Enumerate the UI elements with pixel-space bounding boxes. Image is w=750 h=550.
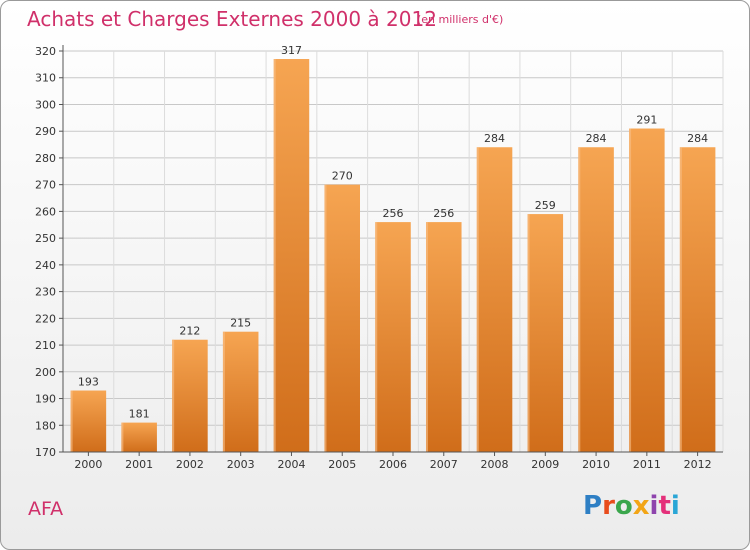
bar-2011 — [629, 128, 665, 452]
y-tick-label: 260 — [35, 205, 56, 218]
bar-value-label: 212 — [179, 325, 200, 338]
logo-letter: P — [583, 491, 603, 521]
y-tick-label: 270 — [35, 179, 56, 192]
bar-value-label: 256 — [383, 207, 404, 220]
bar-highlight — [70, 390, 73, 452]
bar-highlight — [375, 222, 378, 452]
y-tick-label: 170 — [35, 446, 56, 459]
x-tick-label: 2000 — [74, 458, 102, 471]
commune-name: AFA — [28, 498, 64, 520]
y-tick-label: 200 — [35, 366, 56, 379]
logo-letter: x — [632, 491, 650, 521]
x-tick-label: 2009 — [531, 458, 559, 471]
y-tick-label: 250 — [35, 232, 56, 245]
y-tick-label: 320 — [35, 45, 56, 58]
bar-highlight — [222, 331, 225, 452]
bar-2005 — [324, 184, 360, 452]
logo-letter: i — [649, 491, 659, 521]
y-tick-label: 180 — [35, 419, 56, 432]
bar-2010 — [578, 147, 614, 453]
y-tick-label: 300 — [35, 98, 56, 111]
x-tick-label: 2010 — [582, 458, 610, 471]
bar-value-label: 291 — [636, 114, 657, 127]
bar-2006 — [375, 222, 411, 452]
y-tick-label: 190 — [35, 393, 56, 406]
bar-value-label: 259 — [535, 199, 556, 212]
bar-2000 — [70, 390, 107, 452]
bar-highlight — [324, 184, 327, 452]
bar-2012 — [679, 147, 716, 453]
bar-value-label: 270 — [332, 170, 353, 183]
bar-highlight — [273, 59, 276, 453]
y-tick-label: 210 — [35, 339, 56, 352]
bar-value-label: 193 — [78, 376, 99, 389]
x-tick-label: 2012 — [684, 458, 712, 471]
bar-2001 — [121, 422, 157, 452]
bar-value-label: 215 — [230, 317, 251, 330]
bar-2009 — [527, 214, 564, 452]
bar-highlight — [679, 147, 682, 453]
bar-value-label: 181 — [129, 408, 150, 421]
x-tick-label: 2007 — [430, 458, 458, 471]
bar-2003 — [222, 331, 259, 452]
bar-value-label: 284 — [484, 132, 505, 145]
x-tick-label: 2004 — [277, 458, 305, 471]
x-tick-label: 2005 — [328, 458, 356, 471]
logo-letter: o — [614, 491, 633, 521]
bar-highlight — [578, 147, 581, 453]
x-tick-label: 2008 — [481, 458, 509, 471]
bar-2002 — [172, 339, 208, 452]
y-tick-label: 280 — [35, 152, 56, 165]
bar-highlight — [476, 147, 479, 453]
bar-2004 — [273, 59, 310, 453]
y-tick-label: 220 — [35, 312, 56, 325]
bar-highlight — [121, 422, 124, 452]
bar-value-label: 284 — [586, 132, 607, 145]
bar-value-label: 317 — [281, 44, 302, 57]
chart-title: Achats et Charges Externes 2000 à 2012 — [27, 7, 437, 31]
logo-letter: t — [658, 491, 671, 521]
proxiti-logo: Proxiti — [583, 491, 680, 521]
bar-highlight — [172, 339, 175, 452]
bar-value-label: 284 — [687, 132, 708, 145]
logo-letter: r — [602, 491, 615, 521]
logo-letter: i — [670, 491, 680, 521]
y-tick-label: 310 — [35, 72, 56, 85]
bar-2007 — [426, 222, 462, 452]
y-tick-label: 230 — [35, 286, 56, 299]
bar-highlight — [426, 222, 428, 452]
bar-value-label: 256 — [433, 207, 454, 220]
bar-2008 — [476, 147, 513, 453]
bar-layer — [70, 59, 716, 453]
chart-subtitle: (en milliers d'€) — [417, 13, 504, 26]
axis-layer: 170 180 190 200 210 220 230 240 250 260 270 280 290 3… — [35, 44, 723, 471]
y-tick-label: 240 — [35, 259, 56, 272]
bar-highlight — [629, 128, 632, 452]
x-tick-label: 2002 — [176, 458, 204, 471]
bar-highlight — [527, 214, 530, 452]
x-tick-label: 2003 — [227, 458, 255, 471]
x-tick-label: 2006 — [379, 458, 407, 471]
y-tick-label: 290 — [35, 125, 56, 138]
x-tick-label: 2011 — [633, 458, 661, 471]
x-tick-label: 2001 — [125, 458, 153, 471]
